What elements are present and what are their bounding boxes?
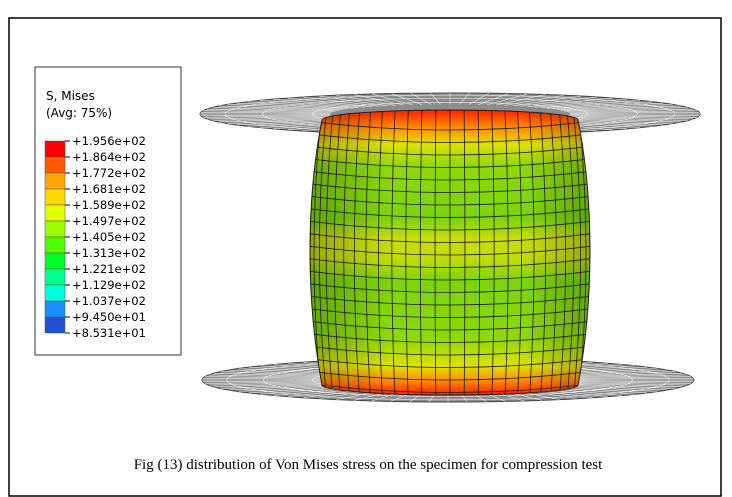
legend-swatch — [45, 285, 65, 301]
legend-title: S, Mises — [46, 89, 95, 103]
legend-label: +1.956e+02 — [72, 134, 146, 148]
legend-label: +1.681e+02 — [72, 182, 146, 196]
legend-swatch — [45, 141, 65, 157]
page: S, Mises (Avg: 75%) +1.956e+02 +1.864e+02… — [0, 0, 732, 497]
legend-swatch — [45, 269, 65, 285]
caption: Fig (13) distribution of Von Mises stres… — [134, 457, 603, 473]
legend-subtitle: (Avg: 75%) — [46, 106, 112, 120]
legend-label: +1.497e+02 — [72, 214, 146, 228]
legend-label: +1.037e+02 — [72, 294, 146, 308]
legend-swatch — [45, 301, 65, 317]
legend-swatch — [45, 253, 65, 269]
legend-label: +1.405e+02 — [72, 230, 146, 244]
legend-label: +1.864e+02 — [72, 150, 146, 164]
specimen — [300, 100, 600, 400]
legend-label: +1.313e+02 — [72, 246, 146, 260]
legend-label: +8.531e+01 — [72, 326, 146, 340]
figure: S, Mises (Avg: 75%) +1.956e+02 +1.864e+02… — [0, 0, 732, 497]
legend-label: +1.589e+02 — [72, 198, 146, 212]
legend-swatch — [45, 157, 65, 173]
legend-swatch — [45, 173, 65, 189]
legend-swatch — [45, 237, 65, 253]
legend-swatch — [45, 317, 65, 333]
legend-label: +1.772e+02 — [72, 166, 146, 180]
legend-label: +1.221e+02 — [72, 262, 146, 276]
legend: S, Mises (Avg: 75%) +1.956e+02 +1.864e+02… — [35, 67, 181, 355]
legend-label: +1.129e+02 — [72, 278, 146, 292]
legend-swatch — [45, 189, 65, 205]
legend-swatch — [45, 205, 65, 221]
legend-label: +9.450e+01 — [72, 310, 146, 324]
legend-swatch — [45, 221, 65, 237]
